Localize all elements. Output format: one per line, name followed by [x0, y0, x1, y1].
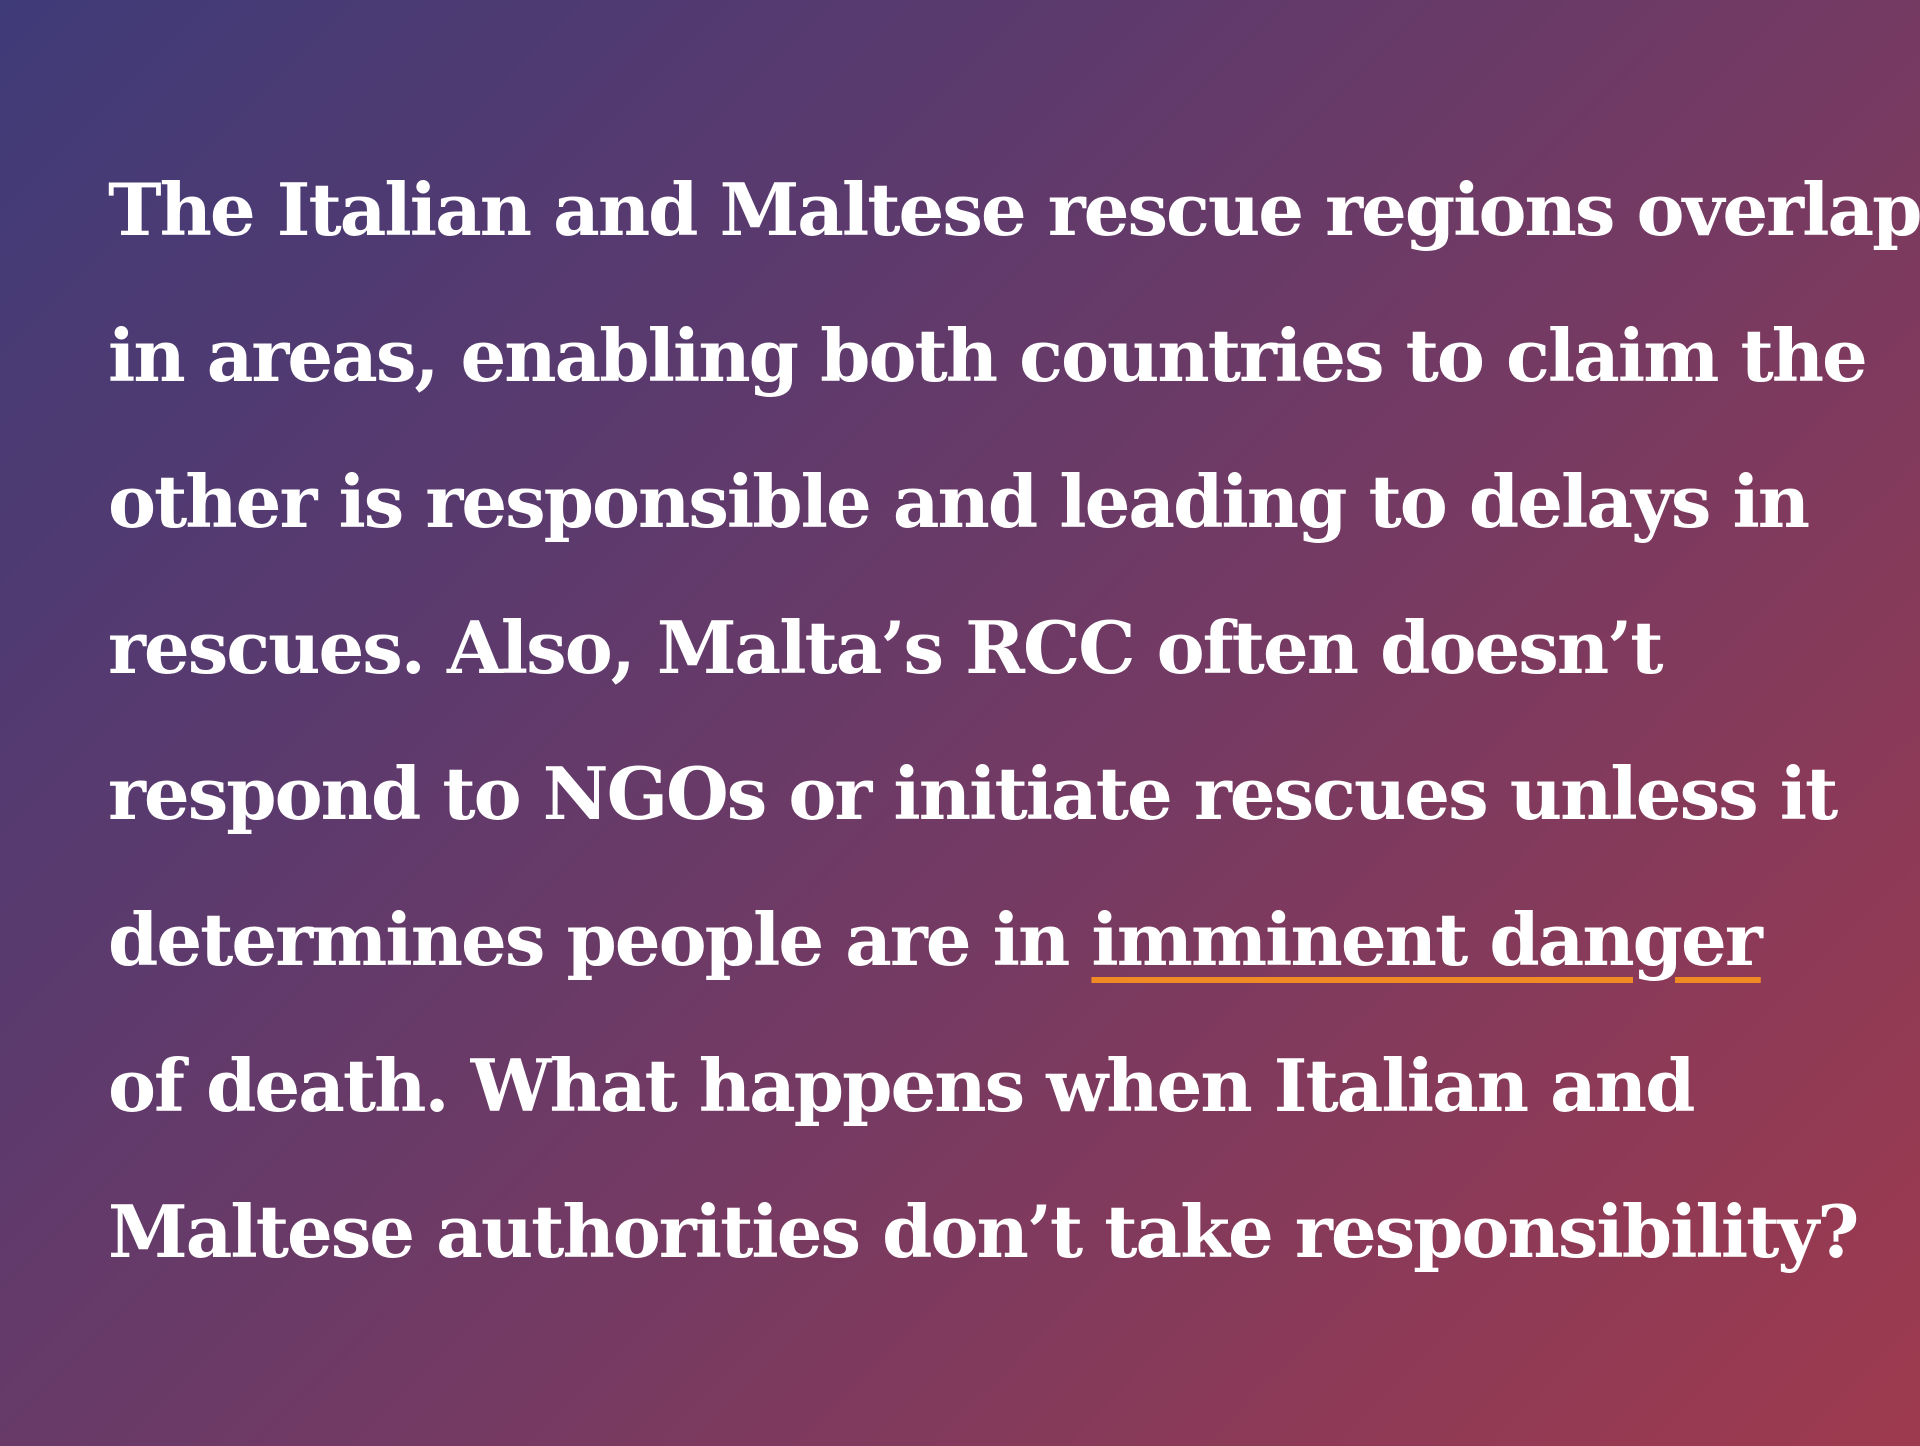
paragraph-line-7: of death. What happens when Italian and: [108, 1043, 1696, 1128]
paragraph-line-3: other is responsible and leading to dela…: [108, 459, 1810, 544]
paragraph-line-2: in areas, enabling both countries to cla…: [108, 313, 1868, 398]
paragraph-line-8: Maltese authorities don’t take responsib…: [108, 1189, 1859, 1274]
body-paragraph: The Italian and Maltese rescue regions o…: [108, 150, 1920, 1318]
imminent-danger-link[interactable]: imminent danger: [1091, 897, 1762, 982]
paragraph-line-5: respond to NGOs or initiate rescues unle…: [108, 751, 1838, 836]
paragraph-line-4: rescues. Also, Malta’s RCC often doesn’t: [108, 605, 1664, 690]
paragraph-line-6-text: determines people are in: [108, 897, 1092, 982]
paragraph-line-6: determines people are in imminent danger: [108, 880, 1808, 1026]
paragraph-line-1: The Italian and Maltese rescue regions o…: [108, 167, 1920, 252]
